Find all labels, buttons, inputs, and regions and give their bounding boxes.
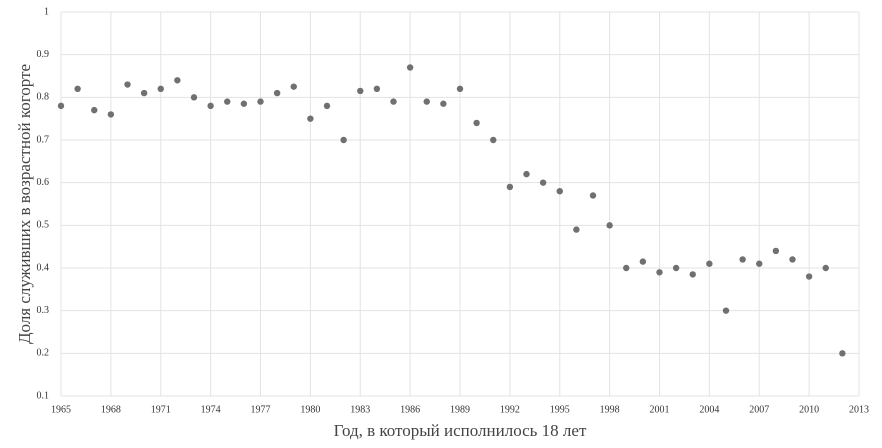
point (57, 102, 65, 110)
x-tick-label: 1977 (251, 404, 271, 415)
y-tick-label: 0.1 (37, 390, 50, 401)
point (406, 64, 414, 71)
point (539, 179, 547, 186)
point (373, 85, 381, 93)
x-tick-label: 2007 (749, 404, 769, 415)
point (273, 89, 281, 97)
point (390, 98, 397, 105)
x-tick-label: 2001 (650, 404, 670, 415)
x-tick-label: 1995 (550, 404, 570, 415)
y-tick-label: 0.7 (37, 134, 50, 145)
point (190, 94, 198, 101)
x-axis-title: Год, в который исполнилось 18 лет (334, 421, 587, 440)
point (822, 264, 829, 272)
point (473, 119, 480, 127)
point (257, 98, 264, 105)
point (789, 256, 796, 263)
y-axis-title: Доля служивших в возрастной когорте (15, 64, 34, 344)
point (805, 273, 813, 280)
x-tick-label: 1998 (600, 404, 620, 415)
x-tick-label: 1992 (500, 404, 520, 415)
x-tick-label: 2010 (799, 404, 819, 415)
y-tick-label: 0.9 (37, 49, 50, 60)
point (556, 188, 563, 195)
point (140, 89, 148, 97)
y-tick-label: 0.6 (37, 177, 50, 188)
point (440, 100, 447, 107)
y-tick-label: 1 (44, 6, 49, 17)
point (639, 258, 647, 265)
x-tick-label: 1986 (400, 404, 420, 415)
point (523, 170, 530, 178)
point (290, 83, 297, 90)
x-tick-label: 1989 (450, 404, 470, 415)
point (423, 98, 430, 105)
point (672, 264, 680, 272)
x-tick-label: 1980 (300, 404, 320, 415)
point (722, 307, 730, 314)
x-tick-label: 1974 (201, 404, 221, 415)
point (490, 136, 497, 144)
x-tick-label: 1968 (101, 404, 121, 415)
point (606, 222, 613, 229)
point (706, 260, 713, 267)
x-tick-label: 2004 (699, 404, 719, 415)
point (772, 247, 780, 255)
point (573, 226, 580, 233)
point (107, 111, 115, 118)
y-tick-label: 0.3 (37, 305, 50, 316)
y-tick-label: 0.5 (37, 220, 50, 231)
point (357, 87, 364, 95)
x-tick-label: 2013 (849, 404, 869, 415)
point (307, 115, 314, 122)
point (174, 77, 181, 84)
point (224, 98, 231, 105)
y-tick-label: 0.2 (37, 348, 50, 359)
point (340, 136, 347, 144)
point (656, 269, 663, 276)
y-tick-label: 0.8 (37, 92, 50, 103)
x-tick-label: 1971 (151, 404, 171, 415)
point (456, 85, 464, 93)
point (739, 256, 746, 263)
point (589, 192, 597, 199)
x-tick-label: 1983 (350, 404, 370, 415)
point (74, 85, 81, 93)
point (839, 350, 846, 357)
point (506, 183, 514, 191)
point (756, 260, 763, 267)
y-tick-label: 0.4 (37, 262, 50, 273)
point (91, 106, 98, 114)
point (689, 271, 696, 278)
point (157, 85, 164, 93)
point (623, 264, 630, 272)
point (240, 100, 248, 107)
point (124, 81, 131, 88)
x-tick-label: 1965 (51, 404, 71, 415)
point (207, 102, 214, 110)
point (323, 102, 331, 110)
